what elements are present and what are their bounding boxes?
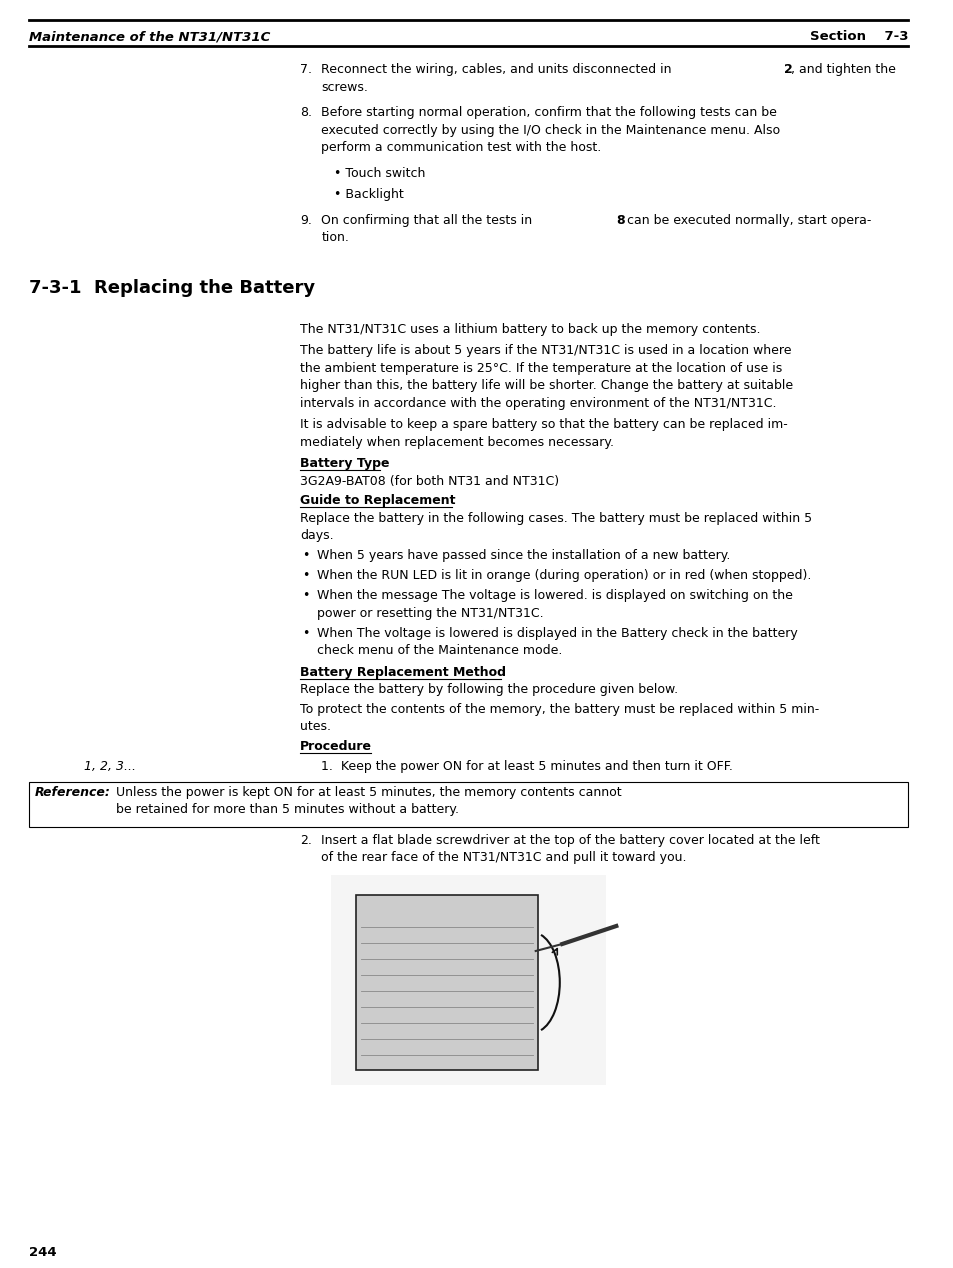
Text: Unless the power is kept ON for at least 5 minutes, the memory contents cannot: Unless the power is kept ON for at least… bbox=[116, 786, 621, 799]
Text: •: • bbox=[301, 549, 309, 562]
Text: Reconnect the wiring, cables, and units disconnected in: Reconnect the wiring, cables, and units … bbox=[321, 63, 676, 76]
Text: When the message The voltage is lowered. is displayed on switching on the: When the message The voltage is lowered.… bbox=[317, 590, 793, 602]
Text: perform a communication test with the host.: perform a communication test with the ho… bbox=[321, 141, 601, 153]
Text: 9.: 9. bbox=[299, 213, 312, 227]
Text: mediately when replacement becomes necessary.: mediately when replacement becomes neces… bbox=[299, 435, 613, 449]
Text: Battery Replacement Method: Battery Replacement Method bbox=[299, 666, 505, 678]
Text: 244: 244 bbox=[30, 1246, 57, 1259]
Text: be retained for more than 5 minutes without a battery.: be retained for more than 5 minutes with… bbox=[116, 803, 458, 817]
Bar bbox=[355, 895, 537, 1070]
Text: • Touch switch: • Touch switch bbox=[334, 166, 425, 180]
Text: •: • bbox=[301, 569, 309, 582]
Text: The battery life is about 5 years if the NT31/NT31C is used in a location where: The battery life is about 5 years if the… bbox=[299, 344, 790, 358]
Text: 7.: 7. bbox=[299, 63, 312, 76]
Bar bbox=[331, 875, 606, 1085]
Text: Guide to Replacement: Guide to Replacement bbox=[299, 495, 455, 507]
Text: Replace the battery by following the procedure given below.: Replace the battery by following the pro… bbox=[299, 683, 678, 696]
Text: 2: 2 bbox=[783, 63, 792, 76]
Text: Insert a flat blade screwdriver at the top of the battery cover located at the l: Insert a flat blade screwdriver at the t… bbox=[321, 833, 820, 847]
Text: Replace the battery in the following cases. The battery must be replaced within : Replace the battery in the following cas… bbox=[299, 512, 811, 525]
Text: Reference:: Reference: bbox=[34, 786, 111, 799]
Text: higher than this, the battery life will be shorter. Change the battery at suitab: higher than this, the battery life will … bbox=[299, 379, 792, 392]
Text: screws.: screws. bbox=[321, 80, 368, 94]
Text: days.: days. bbox=[299, 530, 333, 543]
Text: utes.: utes. bbox=[299, 720, 331, 733]
Text: • Backlight: • Backlight bbox=[334, 188, 403, 202]
Text: To protect the contents of the memory, the battery must be replaced within 5 min: To protect the contents of the memory, t… bbox=[299, 702, 819, 716]
Text: tion.: tion. bbox=[321, 231, 349, 243]
Text: 7-3-1  Replacing the Battery: 7-3-1 Replacing the Battery bbox=[30, 279, 315, 297]
Text: The NT31/NT31C uses a lithium battery to back up the memory contents.: The NT31/NT31C uses a lithium battery to… bbox=[299, 322, 760, 336]
Text: can be executed normally, start opera-: can be executed normally, start opera- bbox=[622, 213, 870, 227]
Text: •: • bbox=[301, 590, 309, 602]
Text: When The voltage is lowered is displayed in the Battery check in the battery: When The voltage is lowered is displayed… bbox=[317, 626, 798, 639]
Text: the ambient temperature is 25°C. If the temperature at the location of use is: the ambient temperature is 25°C. If the … bbox=[299, 361, 781, 374]
Text: It is advisable to keep a spare battery so that the battery can be replaced im-: It is advisable to keep a spare battery … bbox=[299, 418, 787, 431]
Text: Battery Type: Battery Type bbox=[299, 456, 389, 470]
Text: intervals in accordance with the operating environment of the NT31/NT31C.: intervals in accordance with the operati… bbox=[299, 397, 776, 410]
Text: , and tighten the: , and tighten the bbox=[790, 63, 895, 76]
Text: power or resetting the NT31/NT31C.: power or resetting the NT31/NT31C. bbox=[317, 606, 543, 620]
Text: 8: 8 bbox=[616, 213, 624, 227]
Text: 8.: 8. bbox=[299, 107, 312, 119]
Text: When 5 years have passed since the installation of a new battery.: When 5 years have passed since the insta… bbox=[317, 549, 730, 562]
Text: When the RUN LED is lit in orange (during operation) or in red (when stopped).: When the RUN LED is lit in orange (durin… bbox=[317, 569, 811, 582]
Text: 1.  Keep the power ON for at least 5 minutes and then turn it OFF.: 1. Keep the power ON for at least 5 minu… bbox=[321, 761, 733, 773]
Text: of the rear face of the NT31/NT31C and pull it toward you.: of the rear face of the NT31/NT31C and p… bbox=[321, 851, 686, 864]
Text: 1, 2, 3...: 1, 2, 3... bbox=[84, 761, 135, 773]
Text: 3G2A9-BAT08 (for both NT31 and NT31C): 3G2A9-BAT08 (for both NT31 and NT31C) bbox=[299, 474, 558, 487]
Bar bbox=[30, 781, 907, 827]
Text: Section    7-3: Section 7-3 bbox=[809, 30, 907, 43]
Text: •: • bbox=[301, 626, 309, 639]
Text: check menu of the Maintenance mode.: check menu of the Maintenance mode. bbox=[317, 644, 562, 657]
Text: executed correctly by using the I/O check in the Maintenance menu. Also: executed correctly by using the I/O chec… bbox=[321, 123, 780, 137]
Text: 2.: 2. bbox=[299, 833, 312, 847]
Text: Procedure: Procedure bbox=[299, 741, 372, 753]
Text: Before starting normal operation, confirm that the following tests can be: Before starting normal operation, confir… bbox=[321, 107, 777, 119]
Text: On confirming that all the tests in: On confirming that all the tests in bbox=[321, 213, 536, 227]
Text: Maintenance of the NT31/NT31C: Maintenance of the NT31/NT31C bbox=[30, 30, 271, 43]
